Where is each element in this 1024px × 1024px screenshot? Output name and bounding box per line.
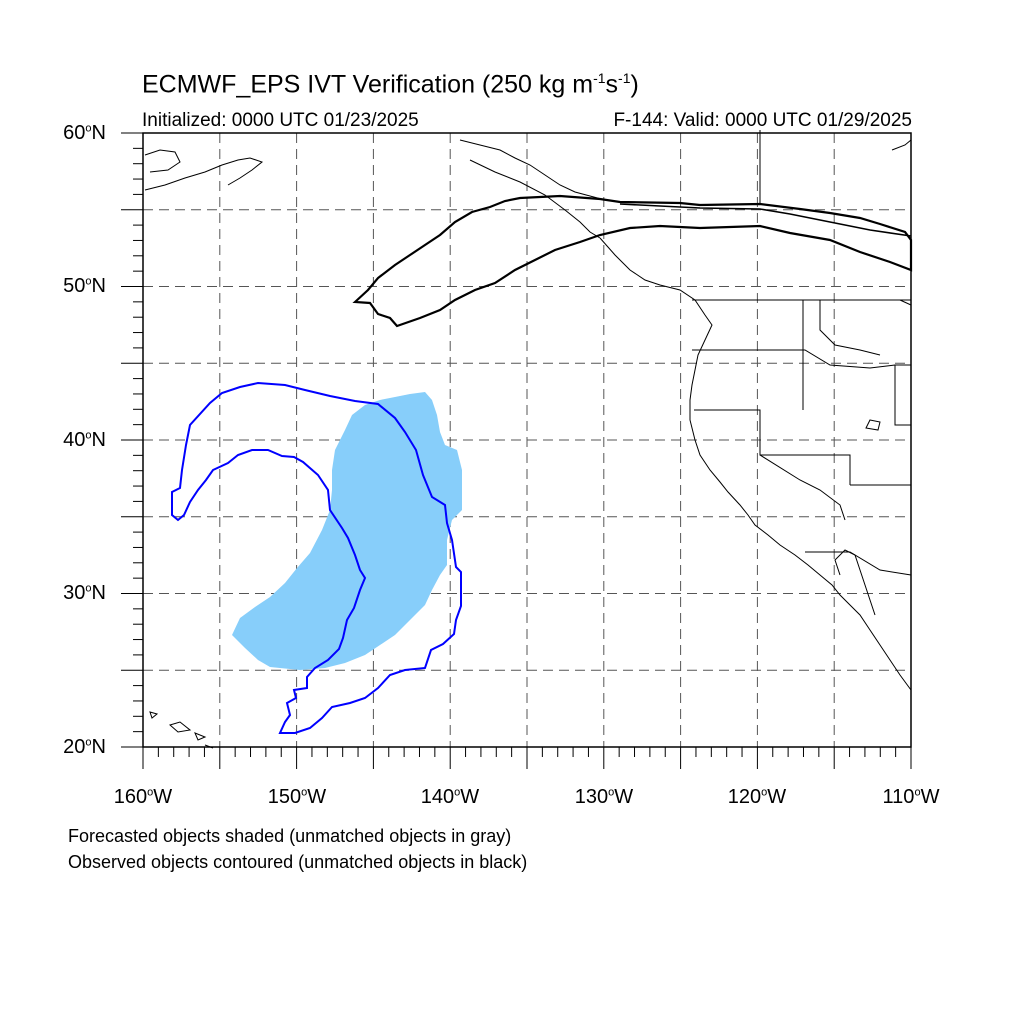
legend-observed-note: Observed objects contoured (unmatched ob… bbox=[68, 852, 528, 872]
lon-label-140: 140oW bbox=[420, 786, 480, 808]
lon-label-120: 120oW bbox=[727, 786, 787, 808]
coastlines-and-borders bbox=[144, 130, 912, 749]
initialized-time: Initialized: 0000 UTC 01/23/2025 bbox=[142, 110, 419, 131]
forecast-object-shaded bbox=[232, 392, 462, 670]
observed-object-unmatched-contour-1 bbox=[352, 194, 913, 328]
lon-label-110: 110oW bbox=[882, 786, 940, 808]
observed-object-unmatched-contour-2 bbox=[619, 203, 912, 237]
lat-label-60: 60oN bbox=[63, 122, 106, 144]
lon-label-150: 150oW bbox=[267, 786, 327, 808]
lon-label-160: 160oW bbox=[113, 786, 173, 808]
lon-label-130: 130oW bbox=[574, 786, 634, 808]
lat-label-20: 20oN bbox=[63, 736, 106, 758]
lat-label-50: 50oN bbox=[63, 275, 106, 297]
map-title: ECMWF_EPS IVT Verification (250 kg m-1s-… bbox=[142, 70, 639, 99]
axis-ticks bbox=[121, 132, 912, 769]
lat-label-40: 40oN bbox=[63, 429, 106, 451]
valid-time: F-144: Valid: 0000 UTC 01/29/2025 bbox=[613, 110, 912, 131]
legend-forecast-note: Forecasted objects shaded (unmatched obj… bbox=[68, 826, 512, 846]
observed-object-matched-contour bbox=[171, 381, 462, 734]
map-frame bbox=[142, 132, 912, 748]
lat-label-30: 30oN bbox=[63, 582, 106, 604]
